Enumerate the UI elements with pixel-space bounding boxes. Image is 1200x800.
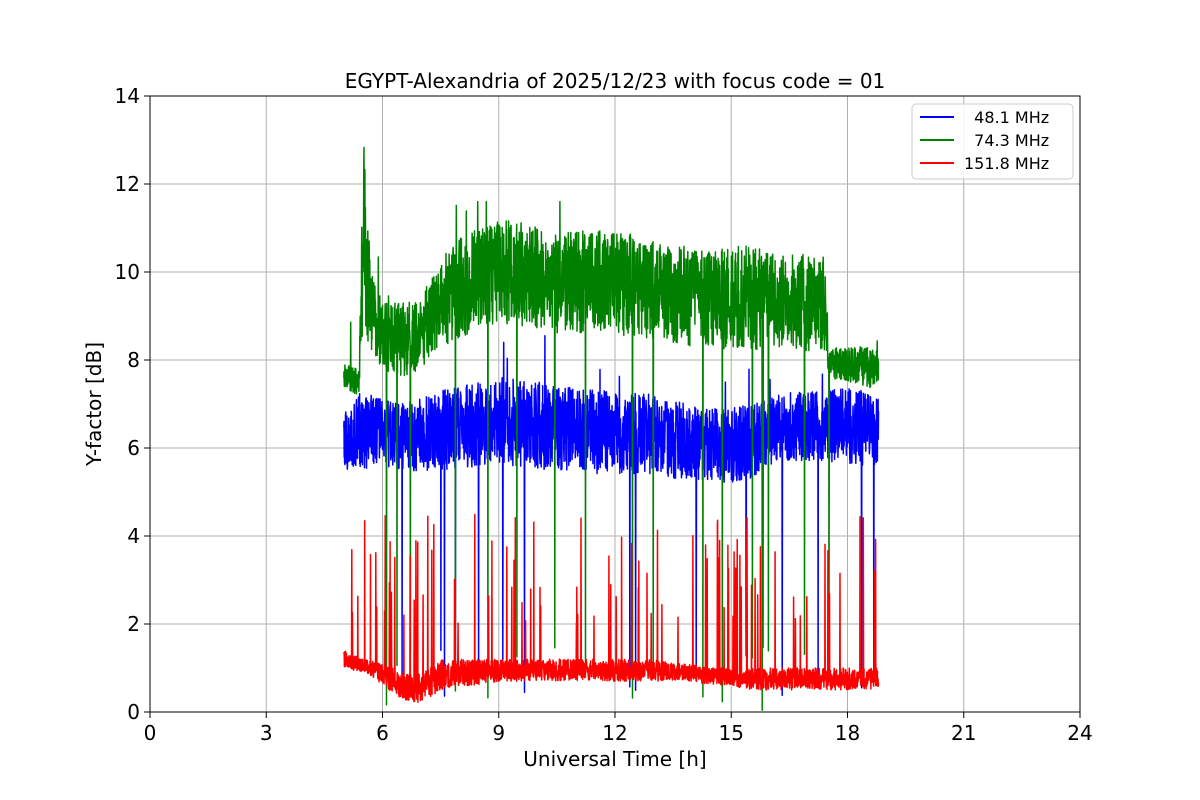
x-tick-label: 9 [492,721,505,745]
y-tick-label: 10 [115,260,140,284]
x-tick-label: 18 [835,721,860,745]
y-tick-label: 4 [127,524,140,548]
series-line-74-3-mhz [343,146,880,711]
y-tick-label: 12 [115,172,140,196]
x-tick-label: 21 [951,721,976,745]
legend: 48.1 MHz 74.3 MHz 151.8 MHz [911,103,1074,180]
y-tick-label: 0 [127,700,140,724]
data-series-group [343,146,880,711]
chart-title: EGYPT-Alexandria of 2025/12/23 with focu… [345,69,886,93]
legend-label-151-8: 151.8 MHz [964,154,1049,173]
x-tick-label: 15 [719,721,744,745]
y-tick-label: 14 [115,84,140,108]
y-tick-label: 2 [127,612,140,636]
legend-label-74-3: 74.3 MHz [964,131,1049,150]
x-tick-label: 24 [1067,721,1092,745]
y-axis-label: Y-factor [dB] [82,342,106,467]
series-line-48-1-mhz [343,334,880,697]
legend-label-48-1: 48.1 MHz [964,108,1049,127]
x-axis-label: Universal Time [h] [523,747,706,771]
x-tick-label: 6 [376,721,389,745]
x-tick-label: 12 [602,721,627,745]
y-tick-label: 8 [127,348,140,372]
legend-frame [911,103,1074,180]
x-tick-label: 3 [260,721,273,745]
x-tick-label: 0 [144,721,157,745]
series-line-151-8-mhz [343,513,880,704]
y-tick-label: 6 [127,436,140,460]
